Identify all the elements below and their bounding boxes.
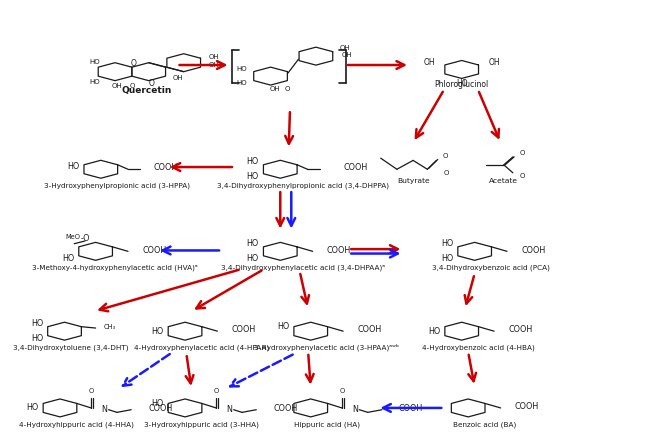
Text: OH: OH <box>172 74 183 81</box>
Text: COOH: COOH <box>399 405 423 413</box>
Text: 3-Methoxy-4-hydroxyphenylacetic acid (HVA)ᵃ: 3-Methoxy-4-hydroxyphenylacetic acid (HV… <box>32 264 198 271</box>
Text: 3-Hydroxyphenylacetic acid (3-HPAA)ᵃʷᵇ: 3-Hydroxyphenylacetic acid (3-HPAA)ᵃʷᵇ <box>254 344 399 351</box>
Text: COOH: COOH <box>521 246 546 255</box>
Text: O: O <box>130 83 135 89</box>
Text: HO: HO <box>247 172 259 182</box>
Text: HO: HO <box>26 404 38 413</box>
Text: HO: HO <box>247 239 259 248</box>
Text: O: O <box>88 388 94 394</box>
Text: OH: OH <box>423 58 435 67</box>
Text: COOH: COOH <box>148 405 172 413</box>
Text: HO: HO <box>277 322 289 331</box>
Text: Benzoic acid (BA): Benzoic acid (BA) <box>453 422 516 428</box>
Text: COOH: COOH <box>154 163 178 172</box>
Text: Butyrate: Butyrate <box>397 178 430 184</box>
Text: OH: OH <box>341 52 352 58</box>
Text: O: O <box>284 86 290 92</box>
Text: Quercetin: Quercetin <box>121 86 172 95</box>
Text: HO: HO <box>441 255 453 263</box>
Text: HO: HO <box>456 79 467 88</box>
Text: OH: OH <box>488 58 500 67</box>
Text: HO: HO <box>247 157 259 166</box>
Text: HO: HO <box>236 80 248 86</box>
Text: COOH: COOH <box>273 405 298 413</box>
Text: Acetate: Acetate <box>489 178 518 184</box>
Text: O: O <box>519 174 525 179</box>
Text: O: O <box>443 153 448 159</box>
Text: HO: HO <box>441 239 453 248</box>
Text: Hippuric acid (HA): Hippuric acid (HA) <box>294 422 360 428</box>
Text: OH: OH <box>339 45 350 51</box>
Text: 3-Hydroxyhippuric acid (3-HHA): 3-Hydroxyhippuric acid (3-HHA) <box>144 422 259 428</box>
Text: OH: OH <box>269 86 280 92</box>
Text: COOH: COOH <box>515 402 539 411</box>
Text: 3,4-Dihydroxybenzoic acid (PCA): 3,4-Dihydroxybenzoic acid (PCA) <box>432 264 550 271</box>
Text: OH: OH <box>209 62 220 69</box>
Text: 3-Hydroxyphenylpropionic acid (3-HPPA): 3-Hydroxyphenylpropionic acid (3-HPPA) <box>44 182 190 189</box>
Text: 3,4-Dihydroxyphenylpropionic acid (3,4-DHPPA): 3,4-Dihydroxyphenylpropionic acid (3,4-D… <box>217 182 389 189</box>
Text: 4-Hydroxyhippuric acid (4-HHA): 4-Hydroxyhippuric acid (4-HHA) <box>18 422 133 428</box>
Text: COOH: COOH <box>143 246 166 255</box>
Text: 3,4-Dihydroxyphenylacetic acid (3,4-DHPAA)ᵃ: 3,4-Dihydroxyphenylacetic acid (3,4-DHPA… <box>221 264 385 271</box>
Text: O: O <box>444 170 449 176</box>
Text: CH₃: CH₃ <box>104 324 116 330</box>
Text: OH: OH <box>209 54 220 61</box>
Text: 4-Hydroxybenzoic acid (4-HBA): 4-Hydroxybenzoic acid (4-HBA) <box>422 344 534 351</box>
Text: COOH: COOH <box>508 325 533 334</box>
Text: O: O <box>131 59 137 68</box>
Text: HO: HO <box>428 327 440 336</box>
Text: Phloroglucinol: Phloroglucinol <box>434 80 489 89</box>
Text: HO: HO <box>89 79 100 85</box>
Text: COOH: COOH <box>357 325 381 334</box>
Text: HO: HO <box>31 319 43 328</box>
Text: HO: HO <box>62 255 74 263</box>
Text: O: O <box>149 79 155 88</box>
Text: HO: HO <box>67 162 79 171</box>
Text: 3,4-Dihydroxytoluene (3,4-DHT): 3,4-Dihydroxytoluene (3,4-DHT) <box>13 344 129 351</box>
Text: N: N <box>352 405 358 414</box>
Text: N: N <box>101 405 107 414</box>
Text: HO: HO <box>247 255 259 263</box>
Text: 4-Hydroxyphenylacetic acid (4-HPAA): 4-Hydroxyphenylacetic acid (4-HPAA) <box>133 344 269 351</box>
Text: HO: HO <box>151 327 164 336</box>
Text: HO: HO <box>31 334 43 343</box>
Text: N: N <box>226 405 232 414</box>
Text: COOH: COOH <box>343 163 368 172</box>
Text: OH: OH <box>112 83 122 89</box>
Text: HO: HO <box>151 399 164 408</box>
Text: COOH: COOH <box>327 246 351 255</box>
Text: MeO: MeO <box>65 234 80 239</box>
Text: -O: -O <box>80 234 90 243</box>
Text: O: O <box>519 150 525 156</box>
Text: HO: HO <box>89 59 100 65</box>
Text: HO: HO <box>236 66 248 72</box>
Text: O: O <box>339 388 345 394</box>
Text: COOH: COOH <box>232 325 256 334</box>
Text: O: O <box>213 388 218 394</box>
